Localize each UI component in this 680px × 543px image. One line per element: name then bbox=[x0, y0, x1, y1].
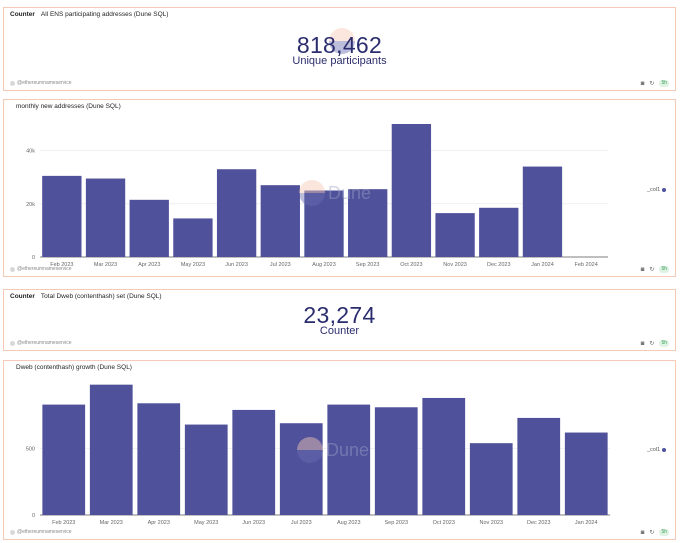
avatar bbox=[10, 80, 15, 86]
bar bbox=[517, 417, 561, 515]
y-tick-label: 500 bbox=[26, 447, 35, 453]
x-tick-label: May 2023 bbox=[194, 520, 218, 526]
avatar bbox=[10, 266, 15, 272]
bar bbox=[184, 424, 228, 515]
x-tick-label: Feb 2023 bbox=[52, 520, 75, 526]
x-tick-label: Mar 2023 bbox=[100, 520, 123, 526]
bar bbox=[260, 185, 300, 257]
bar bbox=[304, 190, 344, 257]
bar bbox=[85, 178, 126, 257]
bar bbox=[42, 404, 86, 515]
x-tick-label: Jun 2023 bbox=[242, 520, 265, 526]
bar bbox=[564, 432, 608, 515]
bar bbox=[137, 403, 181, 515]
avatar bbox=[10, 529, 15, 535]
x-tick-label: Apr 2023 bbox=[138, 262, 160, 268]
freshness-badge: 5h bbox=[659, 529, 669, 536]
x-tick-label: Aug 2023 bbox=[337, 520, 361, 526]
freshness-badge: 5h bbox=[659, 340, 669, 347]
panel-title: Dweb (contenthash) growth (Dune SQL) bbox=[16, 364, 132, 371]
counter-value: 23,274 bbox=[303, 302, 376, 328]
refresh-icon[interactable]: ↻ bbox=[649, 341, 655, 347]
counter-panel-dweb-total: Counter Total Dweb (contenthash) set (Dun… bbox=[3, 289, 676, 351]
x-tick-label: Apr 2023 bbox=[148, 520, 170, 526]
author-link[interactable]: @ethereumnameservice bbox=[10, 529, 72, 535]
counter-label: Unique participants bbox=[292, 55, 387, 67]
bar bbox=[89, 384, 133, 515]
x-tick-label: Nov 2023 bbox=[479, 520, 503, 526]
x-tick-label: Oct 2023 bbox=[400, 262, 422, 268]
x-tick-label: Feb 2024 bbox=[575, 262, 598, 268]
legend-swatch bbox=[662, 448, 667, 452]
chart-legend[interactable]: _col1 bbox=[647, 187, 667, 193]
chart-panel-dweb-growth: Dweb (contenthash) growth (Dune SQL) 0 50… bbox=[3, 360, 676, 540]
refresh-icon[interactable]: ↻ bbox=[649, 530, 655, 536]
chart-panel-monthly-new-addresses: monthly new addresses (Dune SQL) 0 20k 40k… bbox=[3, 99, 676, 277]
bar bbox=[327, 404, 371, 515]
refresh-icon[interactable]: ↻ bbox=[649, 267, 655, 273]
x-tick-label: Oct 2023 bbox=[433, 520, 455, 526]
x-tick-label: Jan 2024 bbox=[531, 262, 554, 268]
author-link[interactable]: @ethereumnameservice bbox=[10, 340, 72, 346]
x-tick-label: Mar 2023 bbox=[94, 262, 117, 268]
bar bbox=[391, 124, 432, 257]
author-link[interactable]: @ethereumnameservice bbox=[10, 80, 72, 86]
counter-panel-participants: Counter All ENS participating addresses (… bbox=[3, 7, 676, 91]
panel-title: Counter All ENS participating addresses (… bbox=[10, 11, 169, 18]
author-link[interactable]: @ethereumnameservice bbox=[10, 266, 72, 272]
x-tick-label: Jul 2023 bbox=[270, 262, 291, 268]
x-tick-label: Dec 2023 bbox=[527, 520, 551, 526]
x-tick-label: Aug 2023 bbox=[312, 262, 336, 268]
bar bbox=[216, 169, 257, 257]
counter-value: 818,462 bbox=[296, 32, 383, 58]
x-tick-label: Feb 2023 bbox=[50, 262, 73, 268]
y-tick-label: 0 bbox=[32, 255, 35, 261]
bar bbox=[232, 409, 276, 515]
panel-title: monthly new addresses (Dune SQL) bbox=[16, 103, 121, 110]
bar-chart-dweb-growth: 0 500 Feb 2023 Mar 2023 Apr 2023 May 2023 Jun … bbox=[26, 384, 610, 526]
y-tick-label: 0 bbox=[32, 513, 35, 519]
counter-label: Counter bbox=[319, 325, 360, 337]
bar bbox=[129, 199, 169, 257]
x-tick-label: Sep 2023 bbox=[356, 262, 380, 268]
x-tick-label: Nov 2023 bbox=[443, 262, 467, 268]
chart-legend[interactable]: _col1 bbox=[647, 447, 667, 453]
panel-actions: ◙ ↻ 5h bbox=[641, 266, 669, 273]
freshness-badge: 5h bbox=[659, 266, 669, 273]
avatar bbox=[10, 340, 15, 346]
x-tick-label: Jul 2023 bbox=[291, 520, 312, 526]
y-tick-label: 20k bbox=[26, 202, 35, 208]
x-tick-label: Jun 2023 bbox=[225, 262, 248, 268]
panel-actions: ◙ ↻ 5h bbox=[641, 340, 669, 347]
camera-icon[interactable]: ◙ bbox=[640, 340, 645, 347]
legend-swatch bbox=[662, 188, 667, 192]
bar bbox=[279, 423, 323, 515]
panel-title: Counter Total Dweb (contenthash) set (Dun… bbox=[10, 293, 162, 300]
x-tick-label: May 2023 bbox=[181, 262, 205, 268]
bar-chart-monthly-new-addresses: 0 20k 40k Feb 2023 Mar 2023 Apr 2023 May 2023 J… bbox=[26, 124, 608, 268]
bar bbox=[479, 207, 519, 257]
bar bbox=[435, 213, 475, 257]
refresh-icon[interactable]: ↻ bbox=[649, 81, 655, 87]
freshness-badge: 5h bbox=[659, 80, 669, 87]
camera-icon[interactable]: ◙ bbox=[640, 80, 645, 87]
bar bbox=[422, 397, 466, 515]
panel-actions: ◙ ↻ 5h bbox=[641, 529, 669, 536]
y-tick-label: 40k bbox=[26, 149, 35, 155]
camera-icon[interactable]: ◙ bbox=[640, 529, 645, 536]
x-tick-label: Jan 2024 bbox=[575, 520, 598, 526]
panel-actions: ◙ ↻ 5h bbox=[641, 80, 669, 87]
bar bbox=[348, 189, 388, 257]
bar bbox=[173, 218, 213, 257]
x-tick-label: Sep 2023 bbox=[384, 520, 408, 526]
bar bbox=[469, 443, 513, 515]
bar bbox=[42, 175, 82, 257]
camera-icon[interactable]: ◙ bbox=[640, 266, 645, 273]
bar bbox=[374, 407, 418, 515]
bar bbox=[522, 166, 563, 257]
x-tick-label: Dec 2023 bbox=[487, 262, 511, 268]
